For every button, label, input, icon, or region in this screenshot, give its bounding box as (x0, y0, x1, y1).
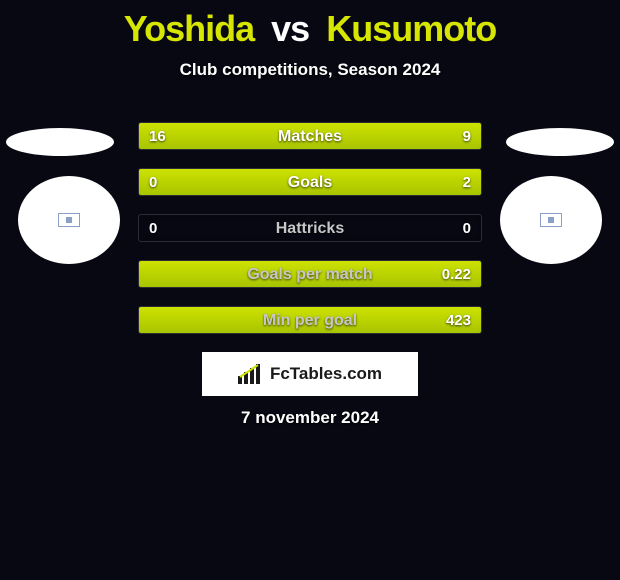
stat-value-right: 423 (446, 307, 471, 334)
stat-label: Matches (139, 123, 481, 150)
comparison-title: Yoshida vs Kusumoto (0, 0, 620, 50)
avatar-placeholder-icon (58, 213, 80, 227)
stat-row: Min per goal423 (138, 306, 482, 334)
footer-date: 7 november 2024 (0, 408, 620, 428)
stat-row: Goals per match0.22 (138, 260, 482, 288)
vs-label: vs (271, 8, 309, 49)
avatar-placeholder-right (500, 176, 602, 264)
stat-row: Matches16 9 (138, 122, 482, 150)
brand-name: FcTables.com (270, 364, 382, 384)
stat-value-right: 9 (463, 123, 471, 150)
stat-label: Goals (139, 169, 481, 196)
bar-chart-icon (238, 364, 262, 384)
stat-row: Hattricks0 0 (138, 214, 482, 242)
avatar-shadow-right (506, 128, 614, 156)
brand-badge: FcTables.com (202, 352, 418, 396)
stats-container: Matches169Goals02Hattricks00Goals per ma… (138, 122, 482, 352)
player1-name: Yoshida (124, 8, 254, 49)
stat-value-left: 16 (149, 123, 166, 150)
stat-label: Goals per match (139, 261, 481, 288)
player2-name: Kusumoto (326, 8, 496, 49)
stat-value-right: 0.22 (442, 261, 471, 288)
stat-value-right: 2 (463, 169, 471, 196)
avatar-placeholder-left (18, 176, 120, 264)
subtitle: Club competitions, Season 2024 (0, 60, 620, 80)
stat-row: Goals0 2 (138, 168, 482, 196)
stat-label: Min per goal (139, 307, 481, 334)
stat-value-right: 0 (463, 215, 471, 242)
stat-label: Hattricks (139, 215, 481, 242)
avatar-shadow-left (6, 128, 114, 156)
stat-value-left: 0 (149, 169, 157, 196)
stat-value-left: 0 (149, 215, 157, 242)
avatar-placeholder-icon (540, 213, 562, 227)
